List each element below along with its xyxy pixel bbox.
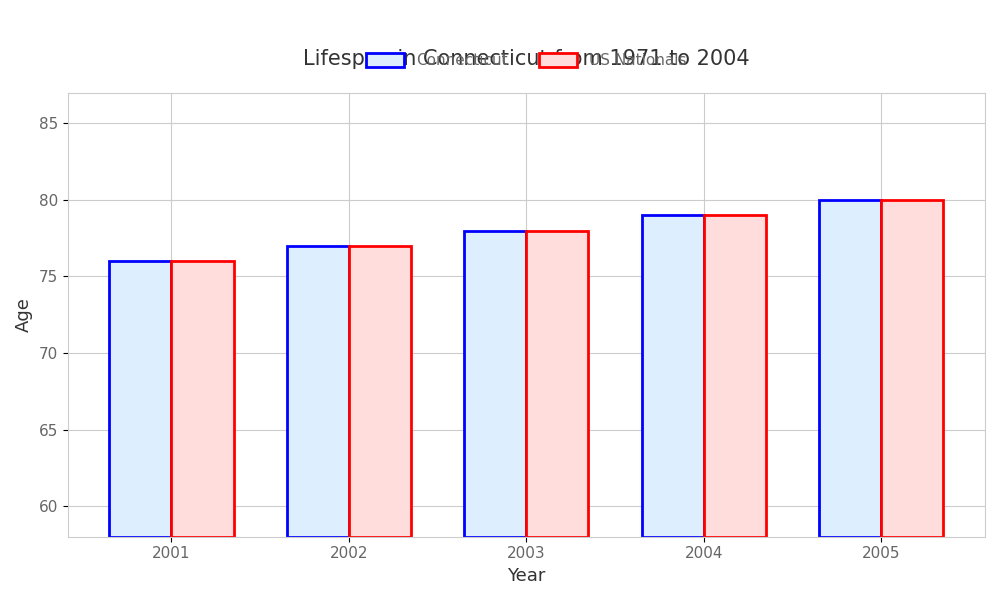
Bar xyxy=(287,246,349,537)
Bar xyxy=(704,215,766,537)
Title: Lifespan in Connecticut from 1971 to 2004: Lifespan in Connecticut from 1971 to 200… xyxy=(303,49,750,69)
Bar xyxy=(349,246,411,537)
Bar xyxy=(819,200,881,537)
X-axis label: Year: Year xyxy=(507,567,546,585)
Bar xyxy=(526,230,588,537)
Bar xyxy=(464,230,526,537)
Legend: Connecticut, US Nationals: Connecticut, US Nationals xyxy=(360,47,693,74)
Y-axis label: Age: Age xyxy=(15,298,33,332)
Bar xyxy=(881,200,943,537)
Bar xyxy=(642,215,704,537)
Bar xyxy=(109,261,171,537)
Bar xyxy=(171,261,234,537)
